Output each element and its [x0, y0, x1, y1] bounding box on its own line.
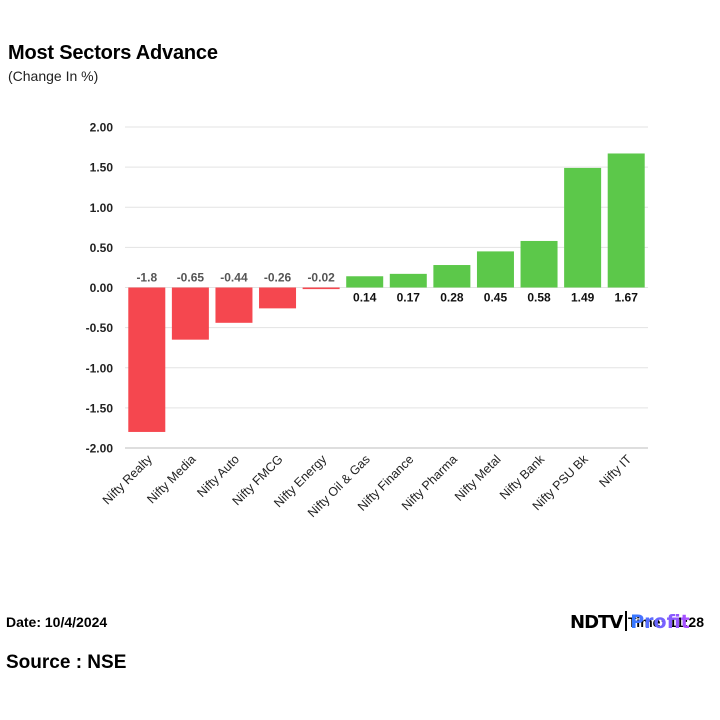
- bar: [433, 265, 471, 288]
- bar: [564, 167, 602, 288]
- y-tick-label: 2.00: [90, 121, 114, 135]
- logo-ndtv-text: NDTV: [570, 612, 623, 633]
- chart-subtitle: (Change In %): [8, 68, 99, 84]
- bar: [520, 240, 558, 288]
- data-label: 1.49: [571, 291, 595, 305]
- source-label: Source : NSE: [6, 652, 127, 673]
- bar-chart: 2.00 1.50 1.00 0.50 0.00 -0.50 -1.00 -1.50 -2.00…: [86, 121, 648, 520]
- data-label: 1.67: [615, 291, 639, 305]
- bar: [215, 287, 253, 323]
- x-tick-label: Nifty IT: [596, 452, 634, 490]
- y-tick-label: -1.00: [86, 361, 114, 375]
- y-tick-label: 1.50: [90, 161, 114, 175]
- data-label: -0.02: [307, 271, 335, 285]
- data-label: 0.45: [484, 291, 508, 305]
- bar: [476, 251, 514, 288]
- bar: [259, 287, 297, 309]
- bar: [389, 273, 427, 288]
- time-label: Time: 11:28: [628, 614, 704, 630]
- data-label: 0.28: [440, 291, 464, 305]
- data-label: -0.44: [220, 271, 248, 285]
- bar: [128, 287, 166, 432]
- bar: [302, 287, 340, 290]
- data-label: 0.17: [397, 291, 421, 305]
- data-label: -0.65: [177, 271, 205, 285]
- bar: [607, 153, 645, 288]
- y-tick-label: 1.00: [90, 201, 114, 215]
- y-tick-label: 0.00: [90, 281, 114, 295]
- date-label: Date: 10/4/2024: [6, 614, 108, 630]
- y-tick-label: -0.50: [86, 321, 114, 335]
- ndtv-profit-logo: NDTV Profit: [570, 611, 690, 639]
- logo-divider: [625, 611, 628, 631]
- chart-title: Most Sectors Advance: [8, 42, 218, 64]
- logo-profit-text: Profit: [630, 611, 690, 633]
- bar: [346, 276, 384, 288]
- x-tick-label: Nifty Metal: [452, 452, 504, 504]
- y-tick-label: -2.00: [86, 442, 114, 456]
- y-tick-label: 0.50: [90, 241, 114, 255]
- data-label: -0.26: [264, 271, 292, 285]
- data-label: -1.8: [136, 271, 157, 285]
- data-label: 0.14: [353, 291, 377, 305]
- data-label: 0.58: [527, 291, 551, 305]
- y-tick-label: -1.50: [86, 401, 114, 415]
- bar: [171, 287, 209, 340]
